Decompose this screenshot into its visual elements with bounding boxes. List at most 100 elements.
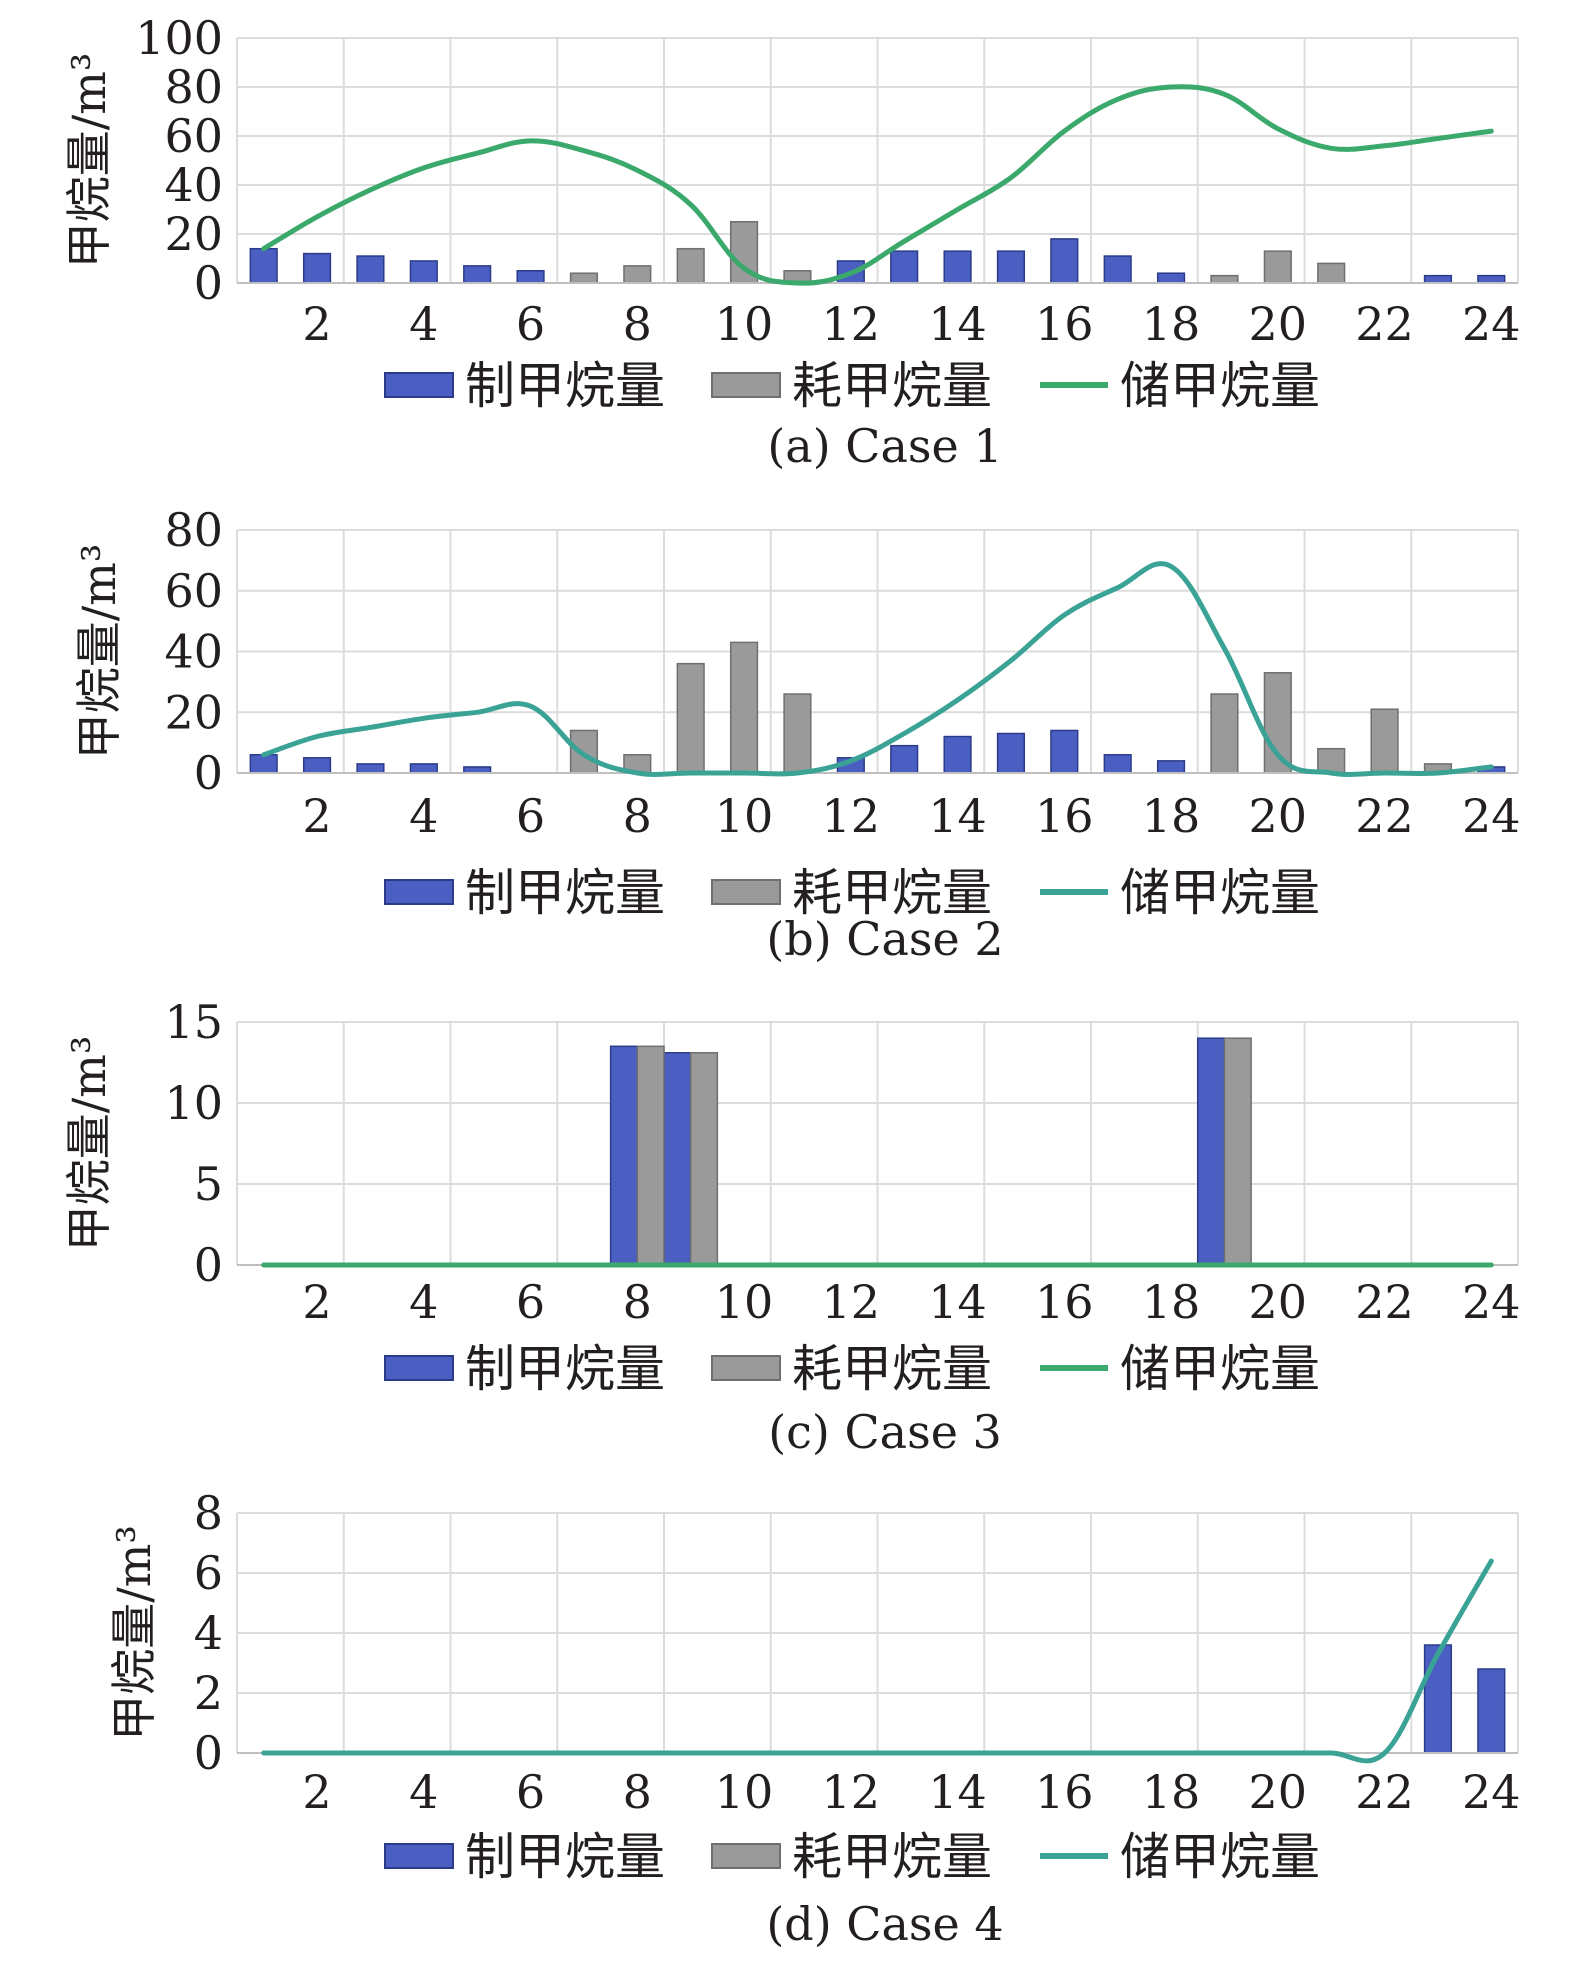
bar (1210, 693, 1239, 774)
x-tick-label: 8 (623, 789, 652, 843)
x-tick-label: 22 (1355, 297, 1414, 351)
bar (676, 662, 705, 774)
x-tick-label: 22 (1355, 1765, 1414, 1819)
legend-label: 储甲烷量 (1120, 1340, 1320, 1398)
legend-item: 制甲烷量 (384, 864, 665, 922)
x-tick-label: 12 (822, 789, 881, 843)
legend-item: 耗甲烷量 (711, 357, 992, 415)
x-tick-label: 16 (1035, 297, 1094, 351)
legend-swatch (711, 879, 781, 905)
legend-item: 储甲烷量 (1040, 1340, 1320, 1398)
bar (1050, 729, 1079, 774)
x-tick-label: 20 (1249, 297, 1308, 351)
bar (356, 763, 385, 774)
chart-panel: 0204060802 4 6 8 10 12 14 16 18 20 22 24甲烷量/m³制甲烷量耗… (72, 503, 1521, 966)
bar (1103, 754, 1132, 774)
bar (1370, 708, 1399, 774)
legend-item: 耗甲烷量 (711, 864, 992, 922)
y-tick-label: 0 (194, 1238, 223, 1292)
bar (409, 260, 438, 284)
x-tick-label: 2 (302, 297, 331, 351)
y-tick-label: 6 (194, 1546, 223, 1600)
legend-label: 储甲烷量 (1120, 1828, 1320, 1886)
x-tick-label: 16 (1035, 789, 1094, 843)
x-tick-label: 4 (409, 789, 438, 843)
x-tick-label: 6 (516, 1765, 545, 1819)
legend-swatch (711, 1355, 781, 1381)
legend-label: 制甲烷量 (465, 864, 665, 922)
x-tick-label: 14 (928, 1765, 987, 1819)
y-tick-label: 100 (135, 11, 223, 65)
x-tick-label: 18 (1142, 1275, 1201, 1329)
legend-label: 储甲烷量 (1120, 357, 1320, 415)
x-tick-label: 2 (302, 789, 331, 843)
bar (409, 763, 438, 774)
x-tick-label: 6 (516, 789, 545, 843)
bar (636, 1045, 665, 1266)
legend-label: 耗甲烷量 (792, 1340, 992, 1398)
bar (1477, 274, 1506, 284)
bar (890, 744, 919, 774)
y-tick-label: 8 (194, 1486, 223, 1540)
x-tick-label: 22 (1355, 789, 1414, 843)
x-tick-label: 16 (1035, 1765, 1094, 1819)
legend-label: 耗甲烷量 (792, 357, 992, 415)
legend-item: 制甲烷量 (384, 357, 665, 415)
x-tick-label: 6 (516, 1275, 545, 1329)
legend-item: 制甲烷量 (384, 1828, 665, 1886)
legend-label: 储甲烷量 (1120, 864, 1320, 922)
bar (302, 252, 332, 284)
bar (569, 272, 599, 284)
x-tick-label: 20 (1249, 1275, 1308, 1329)
bar (890, 250, 919, 284)
x-tick-label: 16 (1035, 1275, 1094, 1329)
bar (1210, 274, 1239, 284)
legend-item: 储甲烷量 (1040, 864, 1320, 922)
bar (1317, 747, 1346, 774)
bar (943, 735, 972, 774)
y-tick-label: 60 (164, 109, 223, 163)
legend-label: 耗甲烷量 (792, 864, 992, 922)
x-tick-label: 6 (516, 297, 545, 351)
x-tick-label: 4 (409, 1275, 438, 1329)
bar (676, 247, 705, 284)
x-tick-label: 12 (822, 1275, 881, 1329)
legend-swatch (384, 372, 454, 398)
y-tick-label: 0 (194, 746, 223, 800)
y-axis-label: 甲烷量/m³ (62, 1036, 116, 1252)
x-tick-label: 20 (1249, 1765, 1308, 1819)
bar (249, 754, 278, 774)
x-tick-label: 2 (302, 1765, 331, 1819)
bar (569, 729, 599, 774)
x-tick-label: 14 (928, 789, 987, 843)
y-tick-label: 20 (164, 207, 223, 261)
panel-caption: (a) Case 1 (767, 419, 1002, 473)
x-tick-label: 22 (1355, 1275, 1414, 1329)
x-tick-label: 8 (623, 297, 652, 351)
y-axis-label: 甲烷量/m³ (62, 53, 116, 269)
panel-caption: (c) Case 3 (768, 1405, 1002, 1459)
bar (1477, 1668, 1506, 1754)
legend-item: 耗甲烷量 (711, 1340, 992, 1398)
x-tick-label: 12 (822, 297, 881, 351)
y-tick-label: 10 (164, 1076, 223, 1130)
x-tick-label: 18 (1142, 789, 1201, 843)
bar (689, 1052, 719, 1266)
bar (302, 757, 332, 774)
x-tick-label: 10 (715, 1275, 774, 1329)
bar (1197, 1037, 1226, 1266)
x-tick-label: 10 (715, 1765, 774, 1819)
bar (249, 247, 278, 284)
bar (1050, 238, 1079, 284)
bar (623, 265, 652, 284)
legend-item: 耗甲烷量 (711, 1828, 992, 1886)
x-tick-label: 14 (928, 1275, 987, 1329)
bar (1156, 760, 1186, 774)
bar (996, 250, 1026, 284)
x-tick-label: 8 (623, 1275, 652, 1329)
legend-item: 储甲烷量 (1040, 1828, 1320, 1886)
bar (1263, 250, 1292, 284)
y-tick-label: 15 (164, 995, 223, 1049)
